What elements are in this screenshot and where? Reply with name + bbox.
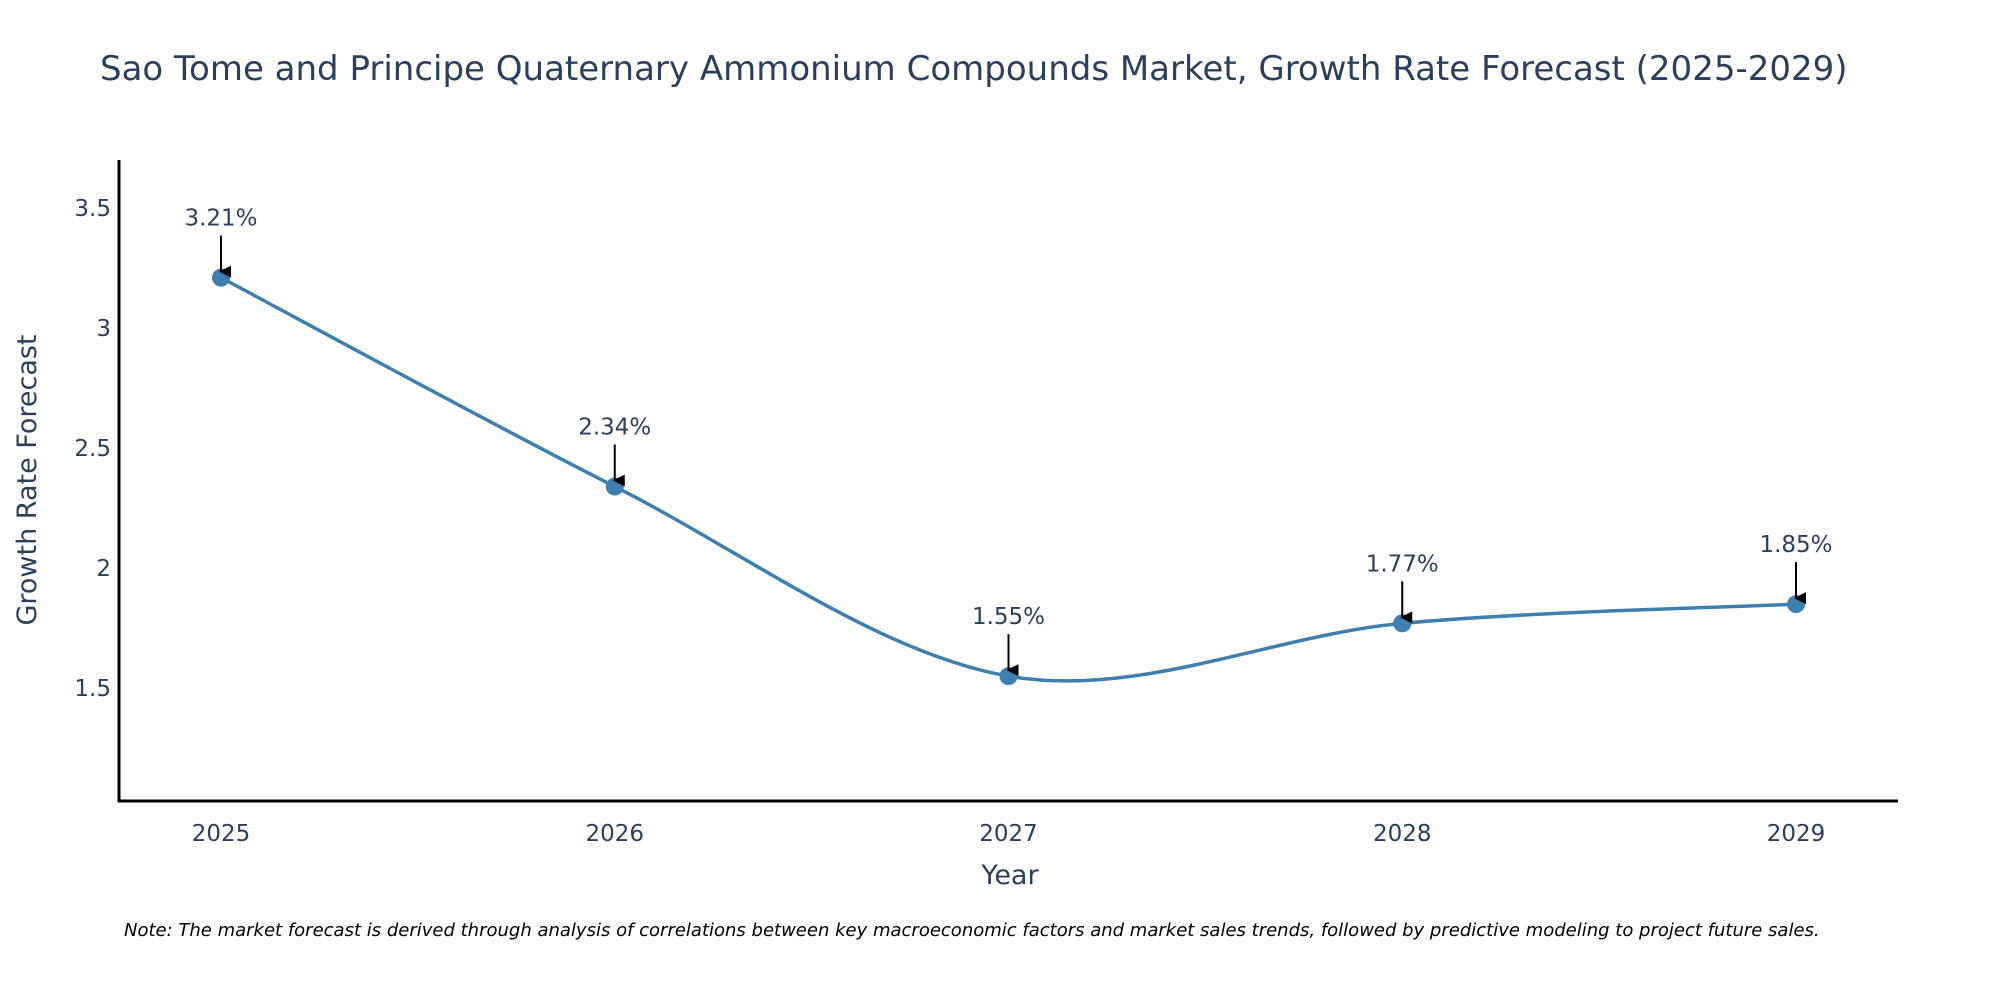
data-label: 2.34%: [578, 415, 651, 441]
x-tick-label: 2025: [192, 821, 251, 847]
data-label-annotations: 3.21% 2.34% 1.55% 1.77% 1.85%: [184, 206, 1833, 677]
x-tick-label: 2027: [979, 821, 1038, 847]
x-axis-ticks: 2025 2026 2027 2028 2029: [192, 821, 1826, 847]
data-label: 1.77%: [1366, 551, 1439, 577]
x-axis-title: Year: [980, 860, 1039, 891]
y-tick-label: 3: [96, 316, 111, 342]
data-label: 1.85%: [1759, 532, 1832, 558]
y-axis-title: Growth Rate Forecast: [12, 334, 43, 625]
y-tick-label: 1.5: [74, 676, 111, 702]
x-tick-label: 2029: [1767, 821, 1826, 847]
chart-title: Sao Tome and Principe Quaternary Ammoniu…: [100, 49, 1848, 89]
x-tick-label: 2026: [585, 821, 644, 847]
data-label: 1.55%: [972, 604, 1045, 630]
y-tick-label: 2.5: [74, 436, 111, 462]
x-tick-label: 2028: [1373, 821, 1432, 847]
y-tick-label: 3.5: [74, 196, 111, 222]
series-line: [220, 276, 1797, 683]
y-tick-label: 2: [96, 556, 111, 582]
footnote: Note: The market forecast is derived thr…: [124, 920, 1820, 941]
data-label: 3.21%: [184, 206, 257, 232]
y-axis-ticks: 1.5 2 2.5 3 3.5: [74, 196, 111, 702]
